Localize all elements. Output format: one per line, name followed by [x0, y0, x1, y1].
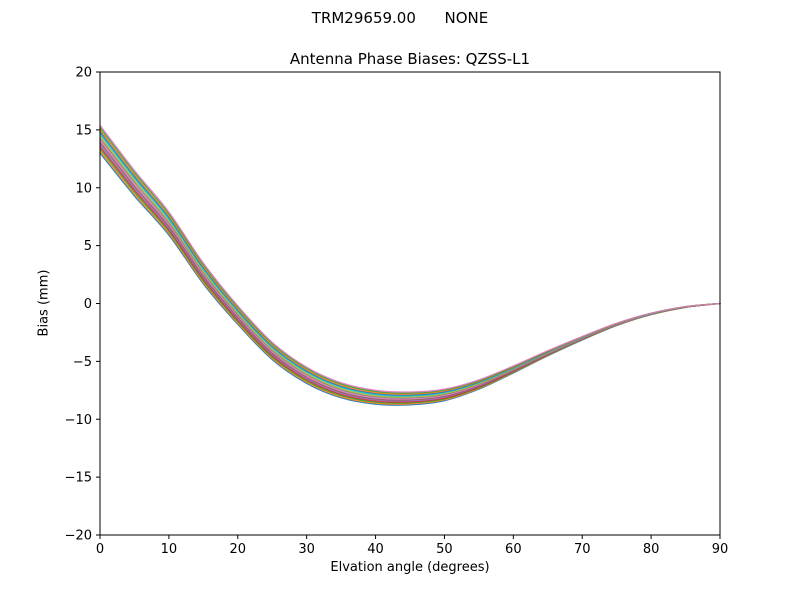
series-line [99, 143, 721, 402]
x-axis-label: Elvation angle (degrees) [330, 560, 490, 575]
x-tick-label: 90 [712, 542, 729, 557]
x-tick-label: 30 [298, 542, 315, 557]
x-tick-label: 80 [643, 542, 660, 557]
x-tick-label: 0 [96, 542, 104, 557]
x-tick-label: 10 [161, 542, 178, 557]
series-line [99, 148, 721, 404]
y-tick-label: −10 [65, 413, 92, 428]
y-tick-label: 5 [84, 239, 92, 254]
chart-title: Antenna Phase Biases: QZSS-L1 [289, 50, 531, 68]
series-line [99, 124, 721, 393]
y-tick-label: 15 [75, 123, 92, 138]
y-tick-label: 0 [84, 297, 92, 312]
x-tick-label: 70 [574, 542, 591, 557]
axes-box [99, 71, 721, 536]
y-tick-label: −5 [73, 355, 92, 370]
series-line [99, 145, 721, 403]
x-tick-label: 60 [505, 542, 522, 557]
series-line [99, 152, 721, 406]
y-tick-label: 20 [75, 66, 92, 81]
y-tick-label: −20 [65, 529, 92, 544]
series-lines [99, 124, 721, 406]
figure-title: TRM29659.00 NONE [311, 9, 489, 27]
x-tick-label: 40 [367, 542, 384, 557]
x-tick-label: 50 [436, 542, 453, 557]
y-tick-label: 10 [75, 181, 92, 196]
series-line [99, 141, 721, 401]
x-tick-label: 20 [230, 542, 247, 557]
y-tick-label: −15 [65, 471, 92, 486]
x-axis-ticks: 0 10 20 30 40 50 60 70 80 90 [96, 535, 728, 557]
y-axis-ticks: −20 −15 −10 −5 0 5 10 15 20 [65, 66, 100, 544]
series-line [99, 150, 721, 405]
